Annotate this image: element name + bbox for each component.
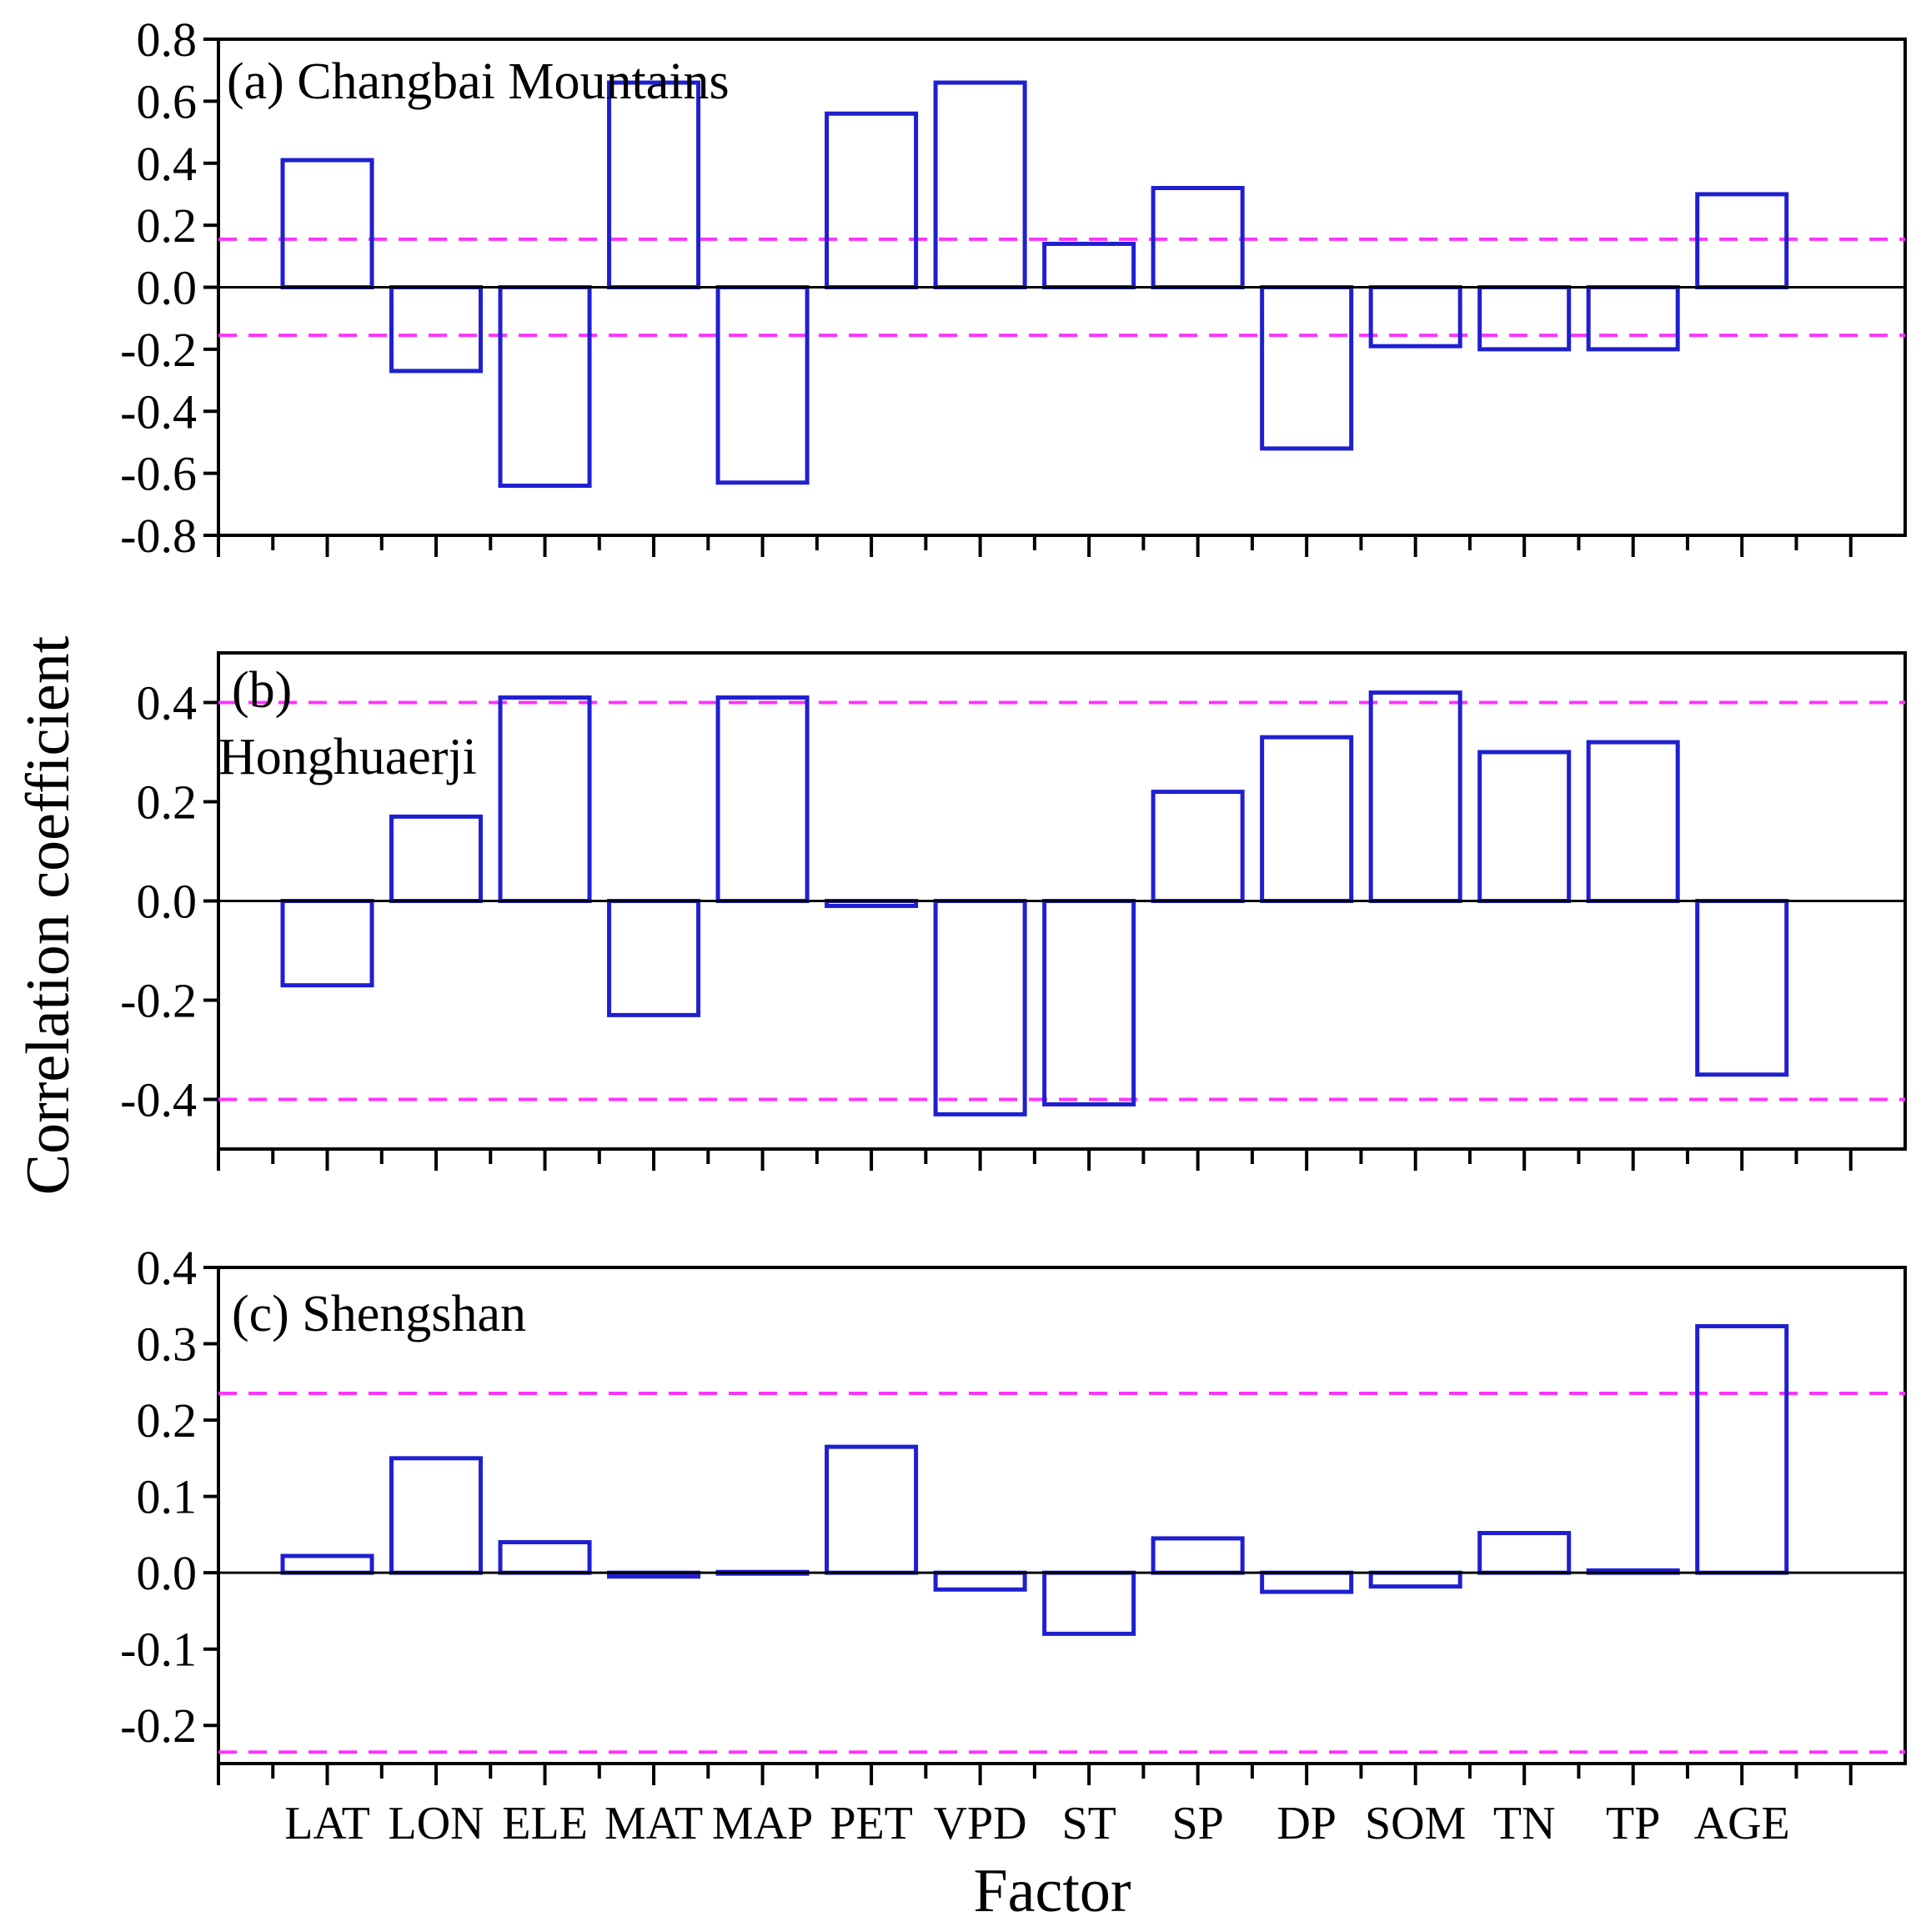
panels: -0.8 -0.6 -0.4 -0.2 0.0 0.2 0.4 0.6 0.8 (a) Chang… [120, 13, 1907, 1849]
bar-mat [607, 80, 701, 289]
x-tick-label-dp: DP [1276, 1798, 1337, 1849]
y-tick-label: 0.2 [137, 198, 198, 253]
y-tick-label: -0.4 [120, 1073, 197, 1127]
bar-ele [498, 695, 592, 903]
bar-tp [1586, 285, 1680, 352]
panel-title-line: (a) Changbai Mountains [227, 53, 730, 110]
y-tick-label: 0.0 [137, 1546, 198, 1600]
bar-ele [498, 285, 592, 488]
y-tick-label: -0.4 [120, 384, 197, 439]
bar-ele [498, 1540, 592, 1575]
y-tick-label: 0.2 [137, 1393, 198, 1448]
bar-lon [389, 285, 484, 374]
bar-lat [280, 899, 374, 988]
y-tick-label: -0.6 [120, 447, 197, 501]
x-axis-title: Factor [973, 1857, 1131, 1925]
bar-tn [1477, 750, 1572, 903]
bar-pet [825, 111, 919, 289]
bar-lat [280, 158, 374, 289]
y-tick-label: 0.2 [137, 775, 198, 830]
x-tick-label-tp: TP [1606, 1798, 1660, 1849]
panel-title: (a) Changbai Mountains [227, 53, 730, 110]
y-tick-label: 0.4 [137, 1241, 198, 1295]
x-tick-label-age: AGE [1694, 1798, 1790, 1849]
panel-title-line: Honghuaerji [218, 729, 477, 785]
bar-lon [389, 1456, 484, 1575]
y-tick-label: 0.4 [137, 137, 198, 191]
y-tick-label: -0.2 [120, 974, 197, 1028]
bar-som [1368, 690, 1462, 903]
bar-vpd [933, 80, 1027, 289]
x-tick-label-st: ST [1061, 1798, 1116, 1849]
bar-tp [1586, 740, 1680, 903]
x-tick-label-map: MAP [712, 1798, 813, 1849]
bar-st [1042, 241, 1136, 289]
panel-a: -0.8 -0.6 -0.4 -0.2 0.0 0.2 0.4 0.6 0.8 (a) Chang… [120, 13, 1907, 563]
y-tick-label: 0.0 [137, 875, 198, 929]
x-tick-label-lat: LAT [284, 1798, 370, 1849]
bar-vpd [933, 1570, 1027, 1592]
bar-age [1695, 1323, 1789, 1575]
y-tick-label: 0.3 [137, 1317, 198, 1372]
panel-title: (c) Shengshan [232, 1286, 526, 1342]
bar-map [715, 285, 810, 485]
bar-pet [825, 1444, 919, 1575]
bar-som [1368, 1570, 1462, 1589]
bar-st [1042, 899, 1136, 1107]
bar-vpd [933, 899, 1027, 1117]
bar-tn [1477, 1531, 1572, 1575]
bar-sp [1151, 1536, 1245, 1575]
y-tick-label: 0.1 [137, 1470, 198, 1524]
bar-map [715, 695, 810, 903]
x-tick-label-som: SOM [1365, 1798, 1466, 1849]
y-tick-label: 0.4 [137, 676, 198, 730]
x-tick-label-pet: PET [830, 1798, 913, 1849]
y-tick-label: 0.8 [137, 13, 198, 67]
bar-lat [280, 1553, 374, 1575]
plot-frame [217, 1266, 1907, 1765]
panel-title-line: (c) Shengshan [232, 1286, 526, 1342]
panel-c: -0.2 -0.1 0.0 0.1 0.2 0.3 0.4 LAT LON ELE MAT MAP PE… [120, 1241, 1907, 1849]
bar-tn [1477, 285, 1572, 352]
x-tick-label-vpd: VPD [934, 1798, 1027, 1849]
bar-dp [1260, 735, 1354, 904]
x-tick-label-ele: ELE [502, 1798, 588, 1849]
x-tick-label-mat: MAT [604, 1798, 703, 1849]
y-tick-label: -0.8 [120, 509, 197, 563]
bar-age [1695, 192, 1789, 289]
bar-st [1042, 1570, 1136, 1636]
bar-age [1695, 899, 1789, 1077]
x-tick-label-tn: TN [1493, 1798, 1556, 1849]
y-tick-label: -0.1 [120, 1623, 197, 1677]
panel-title: (b) Honghuaerji [218, 662, 477, 785]
bar-mat [607, 899, 701, 1017]
bar-dp [1260, 285, 1354, 451]
x-tick-label-lon: LON [388, 1798, 484, 1849]
panel-title-line: (b) [232, 662, 292, 719]
bar-sp [1151, 790, 1245, 903]
y-axis-title: Correlation coefficient [14, 635, 83, 1195]
bar-lon [389, 814, 484, 903]
y-tick-label: -0.2 [120, 1699, 197, 1753]
x-tick-label-sp: SP [1171, 1798, 1223, 1849]
panel-b: -0.4 -0.2 0.0 0.2 0.4 (b) Honghuaerji [120, 651, 1907, 1171]
bar-dp [1260, 1570, 1354, 1594]
y-tick-label: 0.0 [137, 261, 198, 315]
y-tick-label: -0.2 [120, 323, 197, 377]
bar-som [1368, 285, 1462, 349]
y-tick-label: 0.6 [137, 74, 198, 128]
